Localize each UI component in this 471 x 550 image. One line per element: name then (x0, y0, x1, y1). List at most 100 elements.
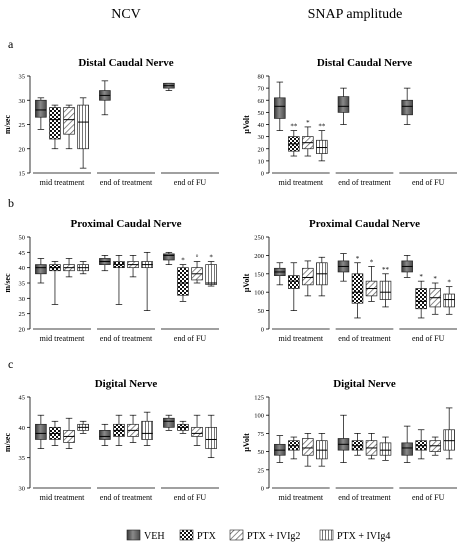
box-veh-end-of-treatment (99, 423, 111, 446)
significance-marker: ** (318, 123, 326, 131)
y-tick-label: 30 (258, 134, 265, 141)
box-ptx-end-of-fu (177, 420, 189, 434)
y-tick-label: 50 (19, 235, 26, 242)
y-tick-label: 25 (19, 122, 26, 129)
legend-item-ptx-ivig2: PTX + IVIg2 (229, 529, 300, 542)
y-tick-label: 40 (19, 265, 26, 272)
box-ptx-ivig2-end-of-treatment (127, 414, 139, 443)
box-veh-end-of-fu (163, 82, 175, 91)
chart-title: Digital Nerve (333, 378, 396, 390)
category-label-end-of-fu: end of FU (412, 178, 445, 187)
category-label-mid-treatment: mid treatment (40, 493, 85, 502)
box-ptx-ivig4-end-of-fu (443, 407, 455, 460)
box-veh-end-of-treatment (99, 80, 111, 116)
box-ptx-end-of-treatment (113, 414, 125, 446)
box-ptx-ivig4-end-of-fu (205, 261, 217, 287)
box-ptx-ivig4-end-of-treatment (379, 436, 392, 461)
chart-panel: Distal Caudal Nerve 0 10 20 30 40 50 60 70 80 µVol… (242, 57, 457, 187)
category-label-end-of-treatment: end of treatment (338, 493, 391, 502)
significance-marker: * (181, 257, 185, 265)
category-label-end-of-fu: end of FU (174, 334, 207, 343)
box-veh-mid-treatment (35, 258, 47, 284)
category-label-mid-treatment: mid treatment (40, 178, 85, 187)
y-tick-label: 50 (258, 449, 265, 456)
box-ptx-mid-treatment (49, 261, 61, 305)
box-ptx-ivig4-end-of-treatment (141, 411, 153, 446)
box-ptx-ivig2-mid-treatment (302, 433, 314, 467)
row-label-c: c (8, 357, 13, 371)
y-axis-label: m/sec (3, 273, 12, 293)
box-ptx-end-of-fu (415, 280, 427, 319)
box-ptx-ivig4-mid-treatment (77, 261, 89, 275)
box-body (35, 264, 47, 275)
y-axis-label: µVolt (242, 433, 251, 452)
category-label-mid-treatment: mid treatment (279, 178, 324, 187)
y-axis-label: µVolt (242, 273, 251, 292)
y-tick-label: 50 (258, 308, 265, 315)
y-tick-label: 75 (258, 431, 265, 438)
box-body (191, 426, 203, 437)
y-tick-label: 35 (19, 455, 26, 462)
box-body (443, 429, 455, 451)
box-veh-end-of-treatment (99, 255, 111, 272)
y-tick-label: 35 (19, 281, 26, 288)
legend-swatch-veh (126, 529, 141, 541)
y-tick-label: 40 (19, 425, 26, 432)
legend: VEH PTX PTX + IVIg2 PTX + IVIg4 (126, 529, 390, 542)
chart-title: Proximal Caudal Nerve (309, 218, 420, 230)
col-title-snap: SNAP amplitude (308, 7, 403, 22)
box-body (302, 267, 314, 286)
y-tick-label: 20 (258, 146, 265, 153)
y-tick-label: 200 (254, 253, 264, 260)
y-tick-label: 80 (258, 74, 265, 81)
chart-panel: Distal Caudal Nerve 15 20 25 30 35 m/sec mid tr… (3, 57, 219, 187)
y-tick-label: 35 (19, 74, 26, 81)
box-ptx-ivig4-mid-treatment (316, 433, 328, 467)
y-tick-label: 60 (258, 98, 265, 105)
box-veh-mid-treatment (274, 435, 286, 463)
y-tick-label: 20 (19, 327, 26, 334)
row-label-b: b (8, 196, 14, 210)
box-ptx-ivig2-end-of-treatment (365, 433, 378, 460)
y-axis-label: µVolt (242, 115, 251, 134)
box-ptx-ivig2-end-of-fu (429, 436, 441, 456)
box-ptx-end-of-treatment (113, 255, 125, 305)
box-ptx-mid-treatment (288, 262, 300, 311)
box-ptx-ivig2-end-of-treatment (365, 266, 378, 302)
box-body (316, 139, 328, 154)
chart-panel: Proximal Caudal Nerve 20 25 30 35 40 45 50 m/sec… (3, 218, 219, 343)
significance-marker: * (419, 273, 423, 281)
y-tick-label: 15 (19, 171, 26, 178)
y-tick-label: 30 (19, 486, 26, 493)
box-body (177, 267, 189, 296)
box-body (337, 96, 350, 113)
box-ptx-mid-treatment (49, 420, 61, 446)
significance-marker: * (433, 275, 437, 283)
box-ptx-end-of-fu (415, 429, 427, 460)
legend-swatch-ptx-ivig4 (319, 529, 334, 541)
legend-item-ptx-ivig4: PTX + IVIg4 (319, 529, 390, 542)
box-veh-end-of-treatment (337, 414, 350, 463)
row-label-a: a (8, 37, 14, 51)
box-ptx-ivig4-mid-treatment (77, 420, 89, 434)
chart-title: Distal Caudal Nerve (78, 57, 173, 69)
box-ptx-mid-treatment (288, 130, 300, 157)
category-label-mid-treatment: mid treatment (279, 334, 324, 343)
category-label-end-of-fu: end of FU (412, 493, 445, 502)
significance-marker: ** (382, 266, 390, 274)
y-tick-label: 45 (19, 395, 26, 402)
panels: Distal Caudal Nerve 15 20 25 30 35 m/sec mid tr… (3, 57, 457, 502)
box-veh-end-of-fu (401, 87, 413, 125)
box-ptx-mid-treatment (288, 436, 300, 460)
significance-marker: * (209, 254, 213, 262)
box-veh-mid-treatment (35, 97, 47, 130)
chart-title: Proximal Caudal Nerve (70, 218, 181, 230)
y-tick-label: 20 (19, 146, 26, 153)
box-body (443, 293, 455, 308)
box-ptx-ivig2-end-of-treatment (127, 255, 139, 278)
y-tick-label: 40 (258, 122, 265, 129)
y-tick-label: 45 (19, 250, 26, 257)
box-body (379, 442, 392, 456)
significance-marker: ° (196, 254, 199, 262)
box-veh-end-of-treatment (337, 87, 350, 125)
